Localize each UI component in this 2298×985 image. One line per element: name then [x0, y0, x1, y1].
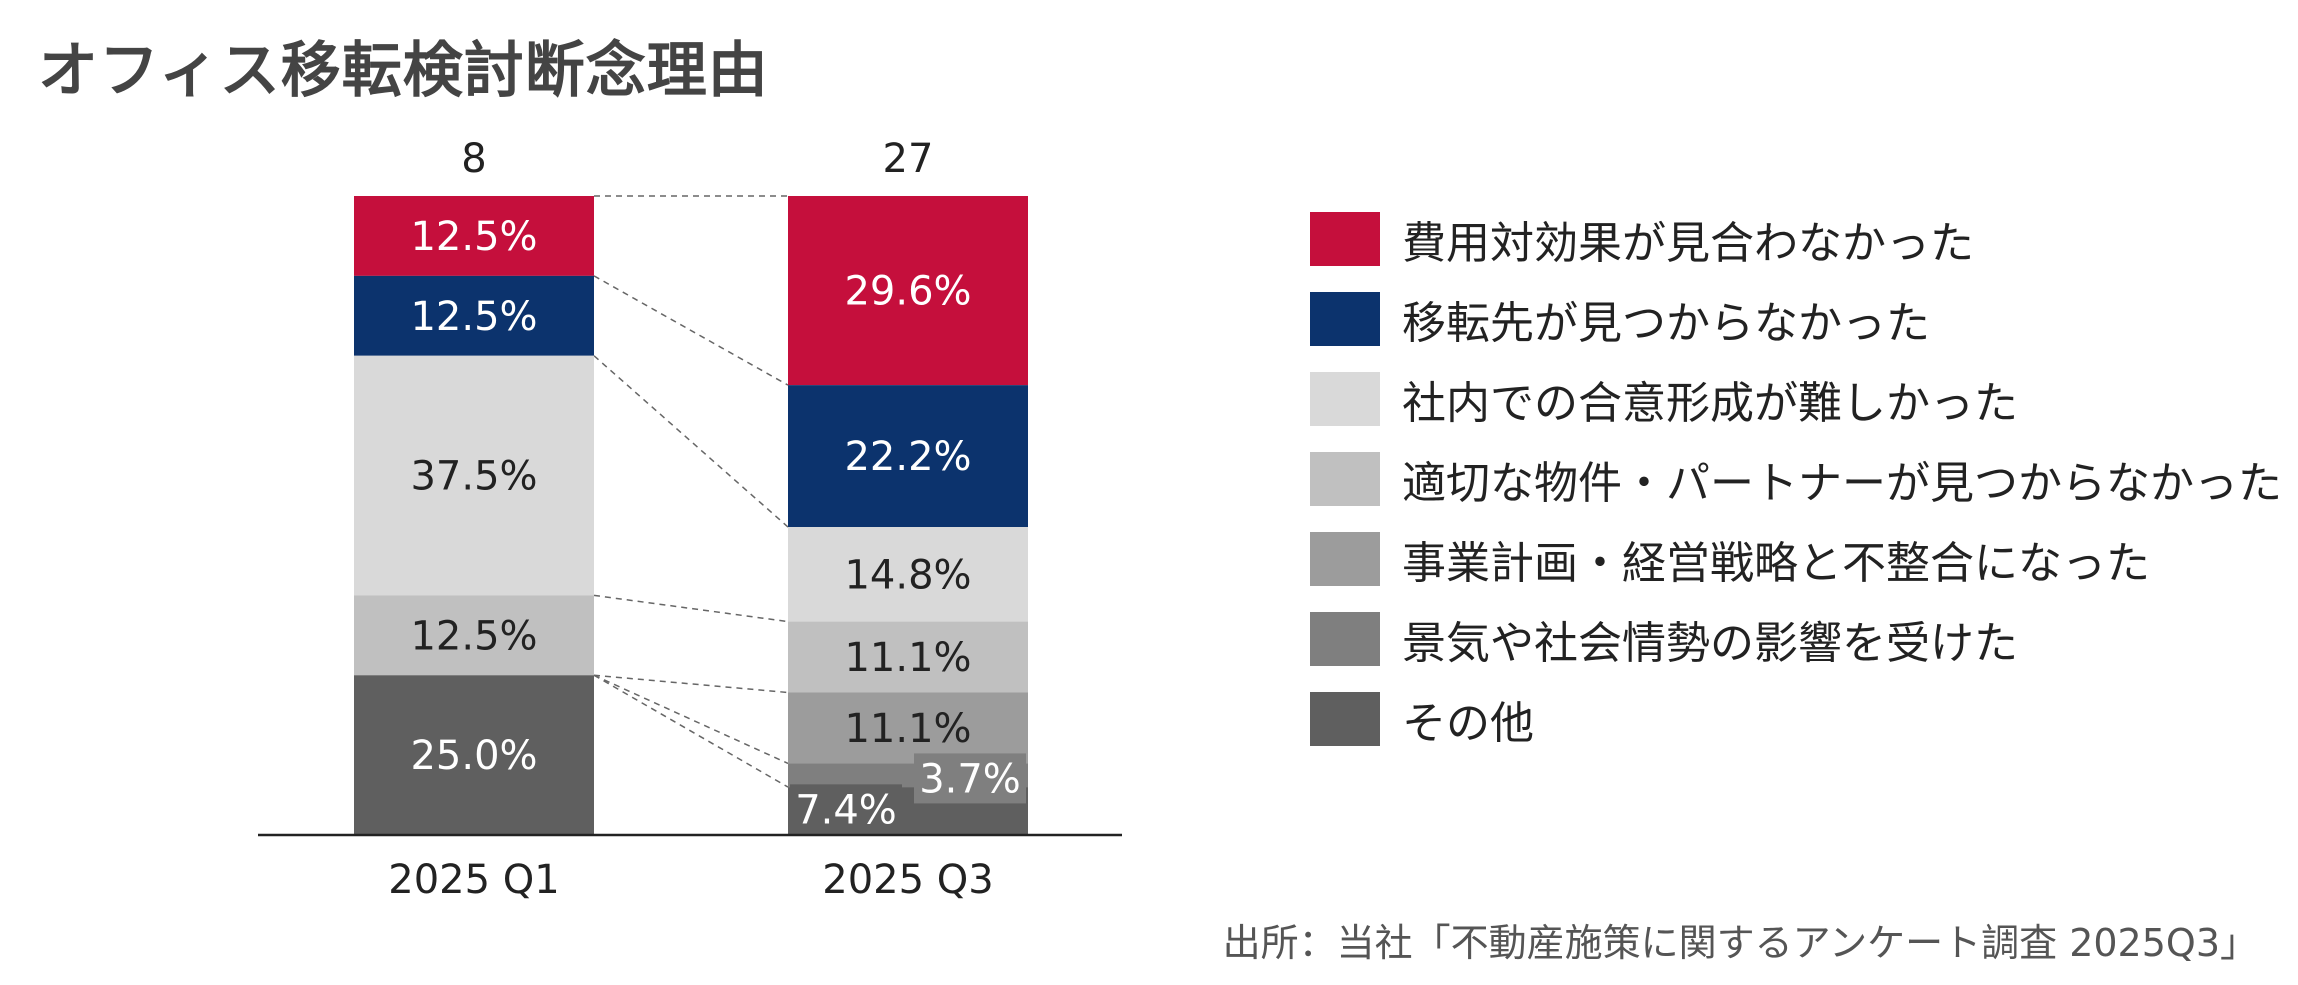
data-label: 12.5% — [410, 613, 537, 659]
legend-label: その他 — [1402, 698, 1534, 749]
connector-line — [593, 355, 789, 528]
bar-segment — [788, 527, 1028, 622]
legend-label: 事業計画・経営戦略と不整合になった — [1402, 538, 2150, 589]
bar-segment — [354, 675, 594, 835]
chart-legend: 費用対効果が見合わなかった 移転先が見つからなかった社内での合意形成が難しかった適… — [1310, 212, 2282, 772]
legend-item: その他 — [1310, 692, 2282, 749]
legend-item: 費用対効果が見合わなかった — [1310, 212, 2282, 269]
bar-segment — [788, 692, 1028, 764]
source-note: 出所：当社「不動産施策に関するアンケート調査 2025Q3」 — [1222, 921, 2258, 965]
data-label: 12.5% — [410, 294, 537, 340]
data-label: 37.5% — [410, 454, 537, 500]
connector-line — [593, 275, 789, 386]
data-label: 11.1% — [844, 706, 971, 752]
bar-segment — [788, 385, 1028, 528]
x-tick-label: 2025 Q1 — [388, 857, 559, 903]
legend-label: 移転先が見つからなかった — [1402, 298, 1930, 349]
total-label: 8 — [461, 136, 486, 182]
legend-item: 社内での合意形成が難しかった — [1310, 372, 2282, 429]
legend-item: 移転先が見つからなかった — [1310, 292, 2282, 349]
legend-swatch — [1310, 212, 1380, 266]
legend-swatch — [1310, 372, 1380, 426]
data-label: 11.1% — [844, 635, 971, 681]
legend-swatch — [1310, 292, 1380, 346]
connector-line — [593, 674, 789, 788]
legend-item: 事業計画・経営戦略と不整合になった — [1310, 532, 2282, 589]
connector-line — [593, 674, 789, 765]
legend-item: 景気や社会情勢の影響を受けた — [1310, 612, 2282, 669]
chart-title: オフィス移転検討断念理由 — [38, 36, 769, 106]
bar-segment — [788, 196, 1028, 386]
bar-segment — [354, 355, 594, 596]
bar-segment — [354, 196, 594, 276]
data-label: 29.6% — [844, 269, 971, 315]
legend-swatch — [1310, 692, 1380, 746]
bar-segment — [788, 621, 1028, 693]
data-label: 3.7% — [919, 756, 1021, 802]
legend-label: 費用対効果が見合わなかった — [1402, 218, 1974, 269]
bar-segment — [354, 275, 594, 356]
legend-item: 適切な物件・パートナーが見つからなかった — [1310, 452, 2282, 509]
data-label-bg — [914, 753, 1026, 804]
legend-swatch — [1310, 612, 1380, 666]
data-label-bg — [790, 784, 902, 835]
x-tick-label: 2025 Q3 — [822, 857, 993, 903]
legend-swatch — [1310, 452, 1380, 506]
legend-label: 社内での合意形成が難しかった — [1402, 378, 2018, 429]
legend-swatch — [1310, 532, 1380, 586]
data-label: 7.4% — [795, 787, 897, 833]
data-label: 12.5% — [410, 214, 537, 260]
data-label: 14.8% — [844, 552, 971, 598]
legend-label: 景気や社会情勢の影響を受けた — [1402, 618, 2018, 669]
data-label: 25.0% — [410, 733, 537, 779]
total-label: 27 — [883, 136, 934, 182]
legend-label: 適切な物件・パートナーが見つからなかった — [1402, 458, 2282, 509]
connector-line — [593, 674, 789, 694]
bar-segment — [354, 595, 594, 676]
connector-lines — [593, 195, 789, 788]
data-label: 22.2% — [844, 434, 971, 480]
bar-stack — [354, 196, 594, 835]
connector-line — [593, 594, 789, 623]
